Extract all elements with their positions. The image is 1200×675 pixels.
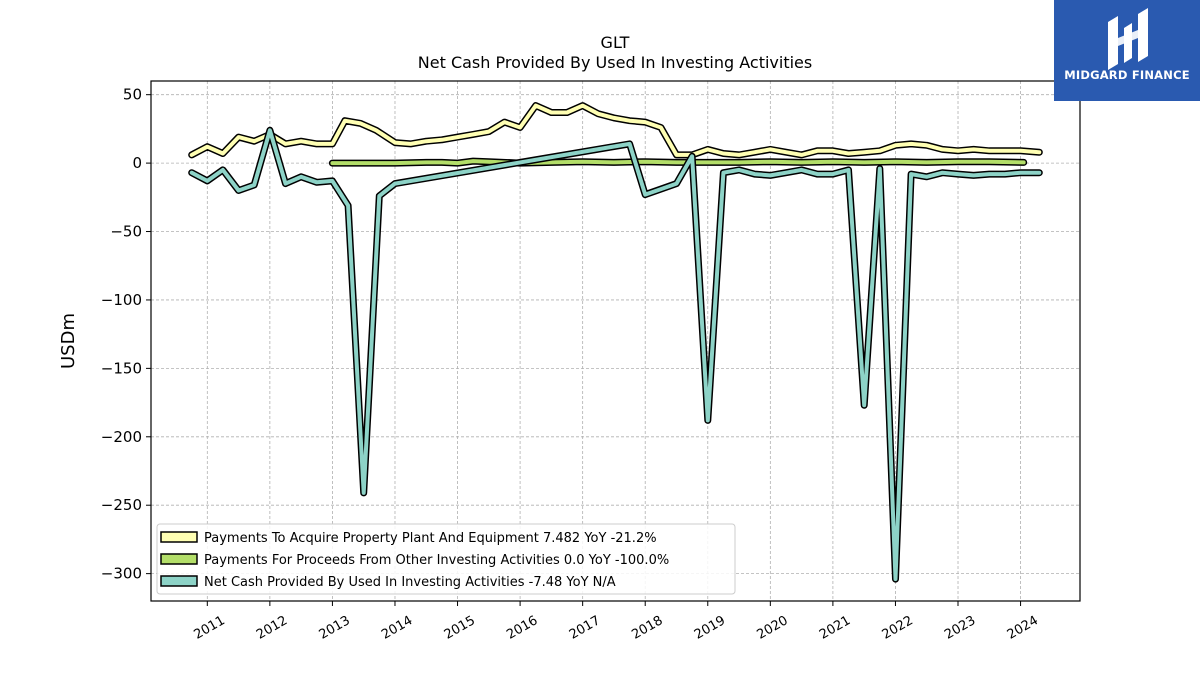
- series-lines: [188, 102, 1043, 583]
- y-tick-label: −300: [101, 565, 142, 583]
- grid: [151, 81, 1080, 601]
- x-tick-label: 2014: [379, 613, 415, 643]
- brand-logo: MIDGARD FINANCE: [1054, 0, 1200, 101]
- legend-entry: Net Cash Provided By Used In Investing A…: [204, 575, 616, 590]
- y-tick-label: −100: [101, 291, 142, 309]
- x-tick-label: 2017: [567, 613, 603, 643]
- x-tick-label: 2024: [1005, 613, 1041, 643]
- x-tick-label: 2013: [317, 613, 353, 643]
- x-tick-label: 2020: [755, 613, 791, 643]
- y-tick-label: −50: [110, 223, 142, 241]
- y-tick-label: 50: [123, 86, 142, 104]
- legend-swatch: [160, 553, 198, 565]
- x-tick-label: 2011: [191, 613, 227, 643]
- y-tick-label: 0: [132, 154, 142, 172]
- legend-entry: Payments To Acquire Property Plant And E…: [204, 531, 657, 546]
- legend-entry: Payments For Proceeds From Other Investi…: [204, 553, 669, 568]
- y-tick-label: −150: [101, 359, 142, 377]
- brand-name: MIDGARD FINANCE: [1064, 68, 1190, 82]
- series-2-line: [189, 128, 1042, 582]
- y-tick-label: −200: [101, 428, 142, 446]
- legend-swatch: [160, 531, 198, 543]
- x-tick-label: 2021: [817, 613, 853, 643]
- x-tick-label: 2023: [942, 613, 978, 643]
- legend-box: [156, 523, 736, 595]
- x-tick-label: 2018: [629, 613, 665, 643]
- x-tick-label: 2015: [442, 613, 478, 643]
- series-1-line: [330, 159, 1026, 166]
- x-tick-label: 2016: [504, 613, 540, 643]
- chart-title: GLT: [601, 33, 630, 52]
- series-0-line: [189, 103, 1042, 157]
- x-tick-label: 2019: [692, 613, 728, 643]
- chart-subtitle: Net Cash Provided By Used In Investing A…: [418, 53, 812, 72]
- legend: Payments To Acquire Property Plant And E…: [156, 523, 736, 595]
- x-tick-label: 2012: [254, 613, 290, 643]
- x-tick-label: 2022: [880, 613, 916, 643]
- legend-swatch: [160, 575, 198, 587]
- midgard-logo-icon: [1108, 8, 1148, 70]
- y-tick-label: −250: [101, 496, 142, 514]
- y-axis-label: USDm: [58, 313, 79, 369]
- plot-frame: [150, 80, 1081, 602]
